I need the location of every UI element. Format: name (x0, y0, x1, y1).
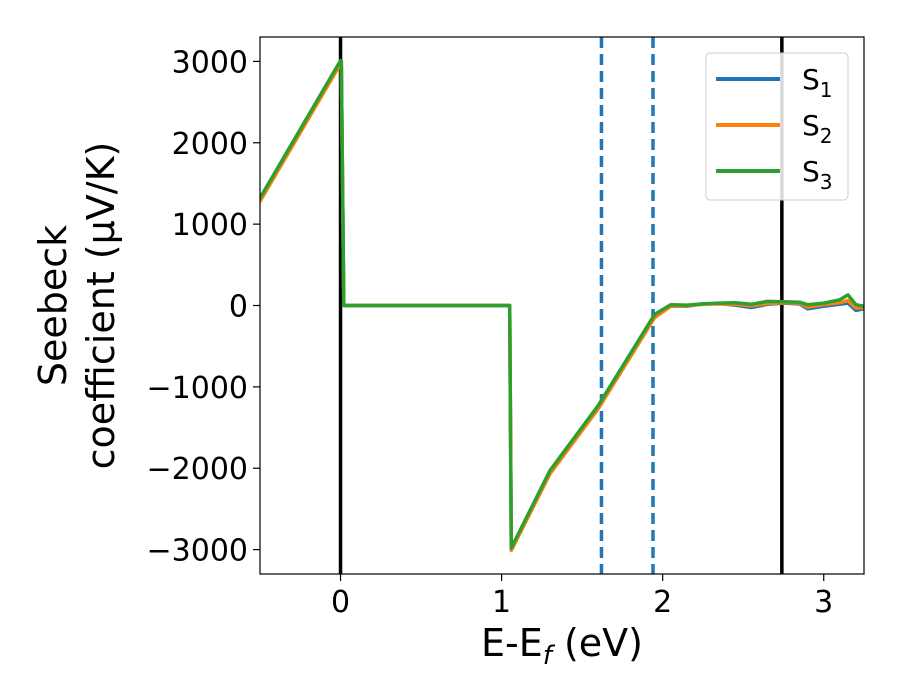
y-tick-label: −2000 (147, 452, 248, 487)
legend-item-3: S3 (716, 155, 833, 194)
y-tick-label: 3000 (172, 45, 248, 80)
legend-label: S2 (802, 109, 833, 148)
y-tick-label: 1000 (172, 208, 248, 243)
x-tick-label: 2 (653, 585, 672, 620)
y-tick-label: −1000 (147, 371, 248, 406)
y-tick-label: 2000 (172, 127, 248, 162)
legend-item-2: S2 (716, 109, 833, 148)
x-axis-label-tail: (eV) (552, 621, 643, 665)
legend: S1 S2 S3 (705, 52, 849, 201)
x-axis-label: E-Ef (eV) (481, 621, 643, 671)
x-axis-label-main: E-E (481, 621, 543, 665)
legend-item-1: S1 (716, 63, 833, 102)
series-line-3 (260, 58, 864, 550)
y-tick-label: −3000 (147, 534, 248, 569)
legend-label: S3 (802, 155, 833, 194)
x-tick-label: 1 (492, 585, 511, 620)
y-axis-label-line2: coefficient (μV/K) (79, 142, 123, 470)
legend-label: S1 (802, 63, 833, 102)
legend-items: S1 S2 S3 (716, 63, 833, 194)
y-axis-label-line1: Seebeck (31, 225, 75, 386)
ticks-layer: 0 1 2 3 3000 2000 1000 0 −1000 −2000 −3000 (147, 45, 834, 620)
y-tick-label: 0 (229, 290, 248, 325)
x-tick-label: 3 (814, 585, 833, 620)
x-tick-label: 0 (331, 585, 350, 620)
y-axis-label: Seebeck coefficient (μV/K) (31, 142, 123, 470)
